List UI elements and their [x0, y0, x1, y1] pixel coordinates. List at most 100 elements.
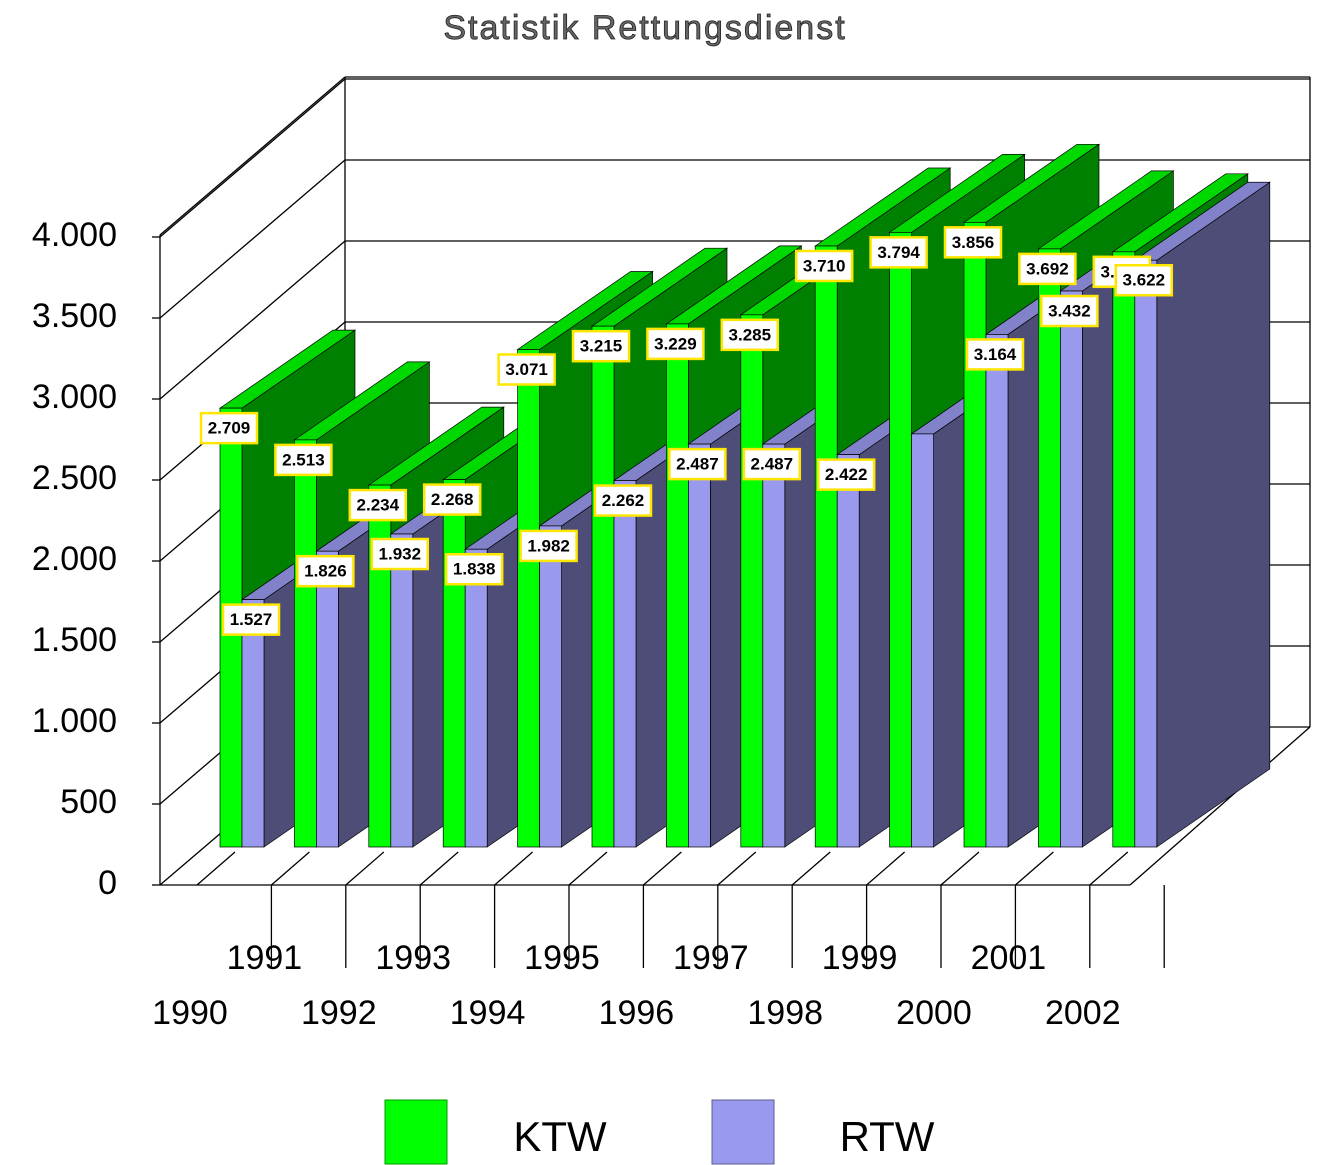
- value-label: 1.838: [453, 560, 496, 579]
- value-label-box: [444, 552, 504, 586]
- value-label: 2.487: [676, 455, 719, 474]
- floor-line: [940, 851, 980, 886]
- value-label-box: [497, 353, 556, 386]
- value-label: 3.071: [505, 360, 548, 379]
- legend-swatch: [711, 1099, 775, 1165]
- bar-front: [390, 533, 414, 848]
- value-label-box: [199, 411, 259, 445]
- value-label-box: [1114, 263, 1174, 297]
- value-label: 3.692: [1026, 259, 1069, 278]
- x-tick-label: 1990: [152, 994, 228, 1032]
- y-tick-label: 0: [98, 864, 117, 902]
- value-label-box: [519, 529, 578, 563]
- x-tick-label: 1999: [822, 939, 898, 977]
- bar-front: [985, 334, 1009, 848]
- bar-front: [316, 550, 339, 848]
- value-label-box: [296, 554, 355, 588]
- value-label-box: [348, 488, 408, 522]
- y-tick-label: 500: [60, 783, 117, 821]
- value-label: 1.982: [527, 536, 570, 555]
- bar-front: [442, 479, 466, 848]
- value-label: 2.709: [208, 419, 251, 438]
- bar-front: [762, 443, 786, 848]
- value-label-box: [668, 447, 727, 481]
- y-tick-label: 4.000: [32, 216, 117, 254]
- floor-line: [1014, 851, 1054, 886]
- legend-swatch: [384, 1099, 448, 1165]
- value-label: 2.234: [357, 496, 400, 515]
- bar-front: [539, 525, 562, 848]
- x-tick-label: 1998: [747, 994, 823, 1032]
- value-label-box: [593, 484, 653, 517]
- value-label-box: [274, 443, 333, 477]
- value-label: 3.229: [654, 334, 697, 353]
- y-tick-label: 1.000: [32, 702, 117, 740]
- bar-front: [666, 323, 689, 848]
- bar-front: [591, 325, 615, 848]
- bar-front: [740, 314, 764, 848]
- value-label: 3.432: [1048, 302, 1091, 321]
- bar-front: [613, 480, 637, 848]
- value-label: 2.262: [602, 491, 645, 510]
- bar-front: [1134, 259, 1158, 848]
- value-label: 3.856: [952, 233, 995, 252]
- value-label-box: [742, 447, 802, 481]
- value-label-box: [571, 329, 631, 363]
- bar-front: [889, 232, 912, 848]
- floor-line: [791, 851, 831, 886]
- value-label-box: [965, 338, 1025, 371]
- value-label-box: [221, 603, 281, 636]
- legend-label: RTW: [840, 1113, 935, 1160]
- y-tick-label: 2.500: [32, 459, 117, 497]
- floor-line: [568, 851, 608, 886]
- bar-front: [836, 454, 860, 848]
- value-label: 2.487: [751, 455, 794, 474]
- floor-line: [494, 851, 534, 886]
- value-label: 1.826: [304, 562, 347, 581]
- value-label-box: [370, 537, 430, 571]
- x-tick-label: 1996: [599, 994, 675, 1032]
- value-label-box: [646, 327, 705, 361]
- value-label-box: [943, 226, 1003, 259]
- floor-line: [866, 851, 906, 886]
- y-tick-label: 2.000: [32, 540, 117, 578]
- value-label: 1.527: [230, 610, 273, 629]
- x-tick-label: 2001: [971, 939, 1047, 977]
- floor-line: [1089, 851, 1129, 886]
- y-tick-label: 3.500: [32, 297, 117, 335]
- bar-front: [294, 439, 317, 848]
- floor-line: [642, 851, 682, 886]
- floor-line: [345, 851, 385, 886]
- grid-line: [159, 240, 346, 400]
- value-label: 3.710: [803, 256, 846, 275]
- bar-front: [814, 245, 838, 848]
- x-tick-label: 1995: [524, 939, 600, 977]
- value-label-box: [720, 318, 780, 352]
- legend-label: KTW: [513, 1113, 607, 1160]
- floor-line: [196, 851, 236, 886]
- value-label: 3.215: [580, 337, 623, 356]
- bar-front: [1060, 290, 1083, 848]
- bar-front: [1038, 248, 1061, 848]
- value-label: 2.268: [431, 490, 474, 509]
- y-tick-label: 3.000: [32, 378, 117, 416]
- x-tick-label: 1993: [375, 939, 451, 977]
- bar-front: [241, 599, 265, 848]
- value-label-box: [816, 458, 876, 491]
- grid-line: [159, 78, 346, 238]
- value-label-box: [422, 483, 482, 516]
- y-tick-label: 1.500: [32, 621, 117, 659]
- floor-line: [419, 851, 459, 886]
- floor-edge: [1129, 726, 1311, 886]
- bar: [1133, 181, 1271, 848]
- grid-line: [159, 159, 346, 319]
- x-tick-label: 1994: [450, 994, 526, 1032]
- value-label-box: [1018, 252, 1077, 286]
- value-label: 3.285: [729, 325, 772, 344]
- bar-front: [688, 443, 711, 848]
- bar-front: [963, 221, 987, 848]
- value-label-box: [1040, 294, 1099, 328]
- floor-line: [717, 851, 757, 886]
- wall-edge: [159, 76, 346, 236]
